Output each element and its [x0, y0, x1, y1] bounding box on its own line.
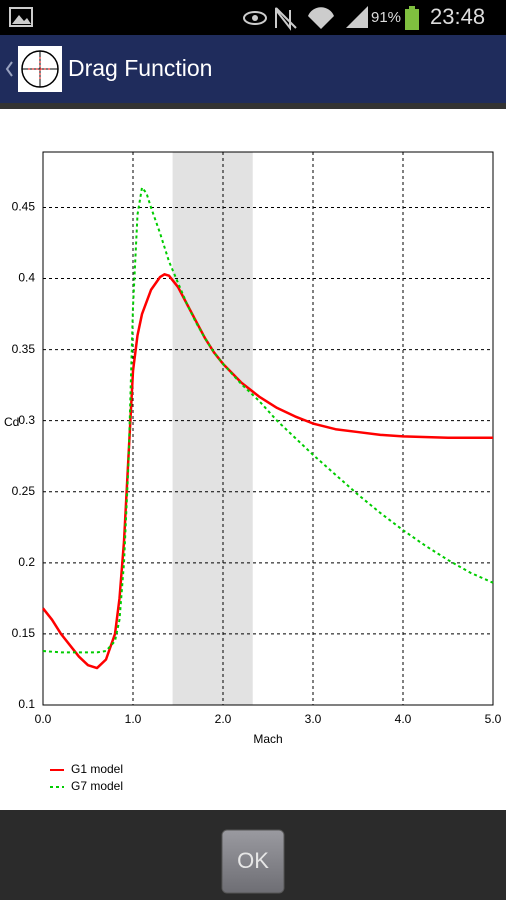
y-tick-label: 0.4 [18, 271, 35, 285]
wifi-icon [308, 7, 334, 29]
x-tick-label: 0.0 [35, 712, 52, 726]
series-line [42, 186, 494, 654]
y-tick-label: 0.3 [18, 413, 35, 427]
ok-button[interactable] [221, 829, 285, 894]
divider [0, 103, 506, 109]
y-tick-label: 0.1 [18, 697, 35, 711]
y-tick-label: 0.35 [12, 342, 36, 356]
ok-button-label[interactable]: OK [237, 848, 269, 873]
action-bar [0, 35, 506, 103]
y-axis-label: Cd [4, 415, 19, 429]
chart: 0.1 0.15 0.2 0.25 0.3 0.35 0.4 0.45 0.0 1.0 2.0 3.0… [4, 151, 502, 793]
nfc-icon [275, 7, 297, 31]
legend-label: G7 model [71, 779, 123, 793]
battery-icon [405, 9, 419, 30]
x-tick-label: 3.0 [305, 712, 322, 726]
x-axis-label: Mach [253, 732, 282, 746]
x-tick-label: 5.0 [485, 712, 502, 726]
battery-tip [409, 6, 415, 9]
highlight-band [172, 152, 253, 705]
clock: 23:48 [430, 4, 485, 29]
y-tick-label: 0.45 [12, 200, 36, 214]
y-tick-label: 0.2 [18, 555, 35, 569]
screen-title: Drag Function [68, 55, 212, 81]
content [0, 109, 506, 810]
x-tick-label: 2.0 [215, 712, 232, 726]
up-caret[interactable] [5, 61, 13, 77]
gallery-icon [9, 7, 33, 27]
battery-percent: 91% [371, 9, 401, 26]
plot-frame [42, 151, 494, 706]
x-tick-label: 4.0 [395, 712, 412, 726]
eye-icon [243, 11, 267, 25]
y-tick-label: 0.15 [12, 626, 36, 640]
eye-pupil [252, 15, 258, 21]
signal-icon [346, 6, 368, 28]
legend-label: G1 model [71, 762, 123, 776]
y-tick-label: 0.25 [12, 484, 36, 498]
series-line [42, 273, 493, 670]
x-tick-label: 1.0 [125, 712, 142, 726]
gallery-icon-shape [12, 15, 31, 24]
crosshair-red [28, 57, 52, 81]
